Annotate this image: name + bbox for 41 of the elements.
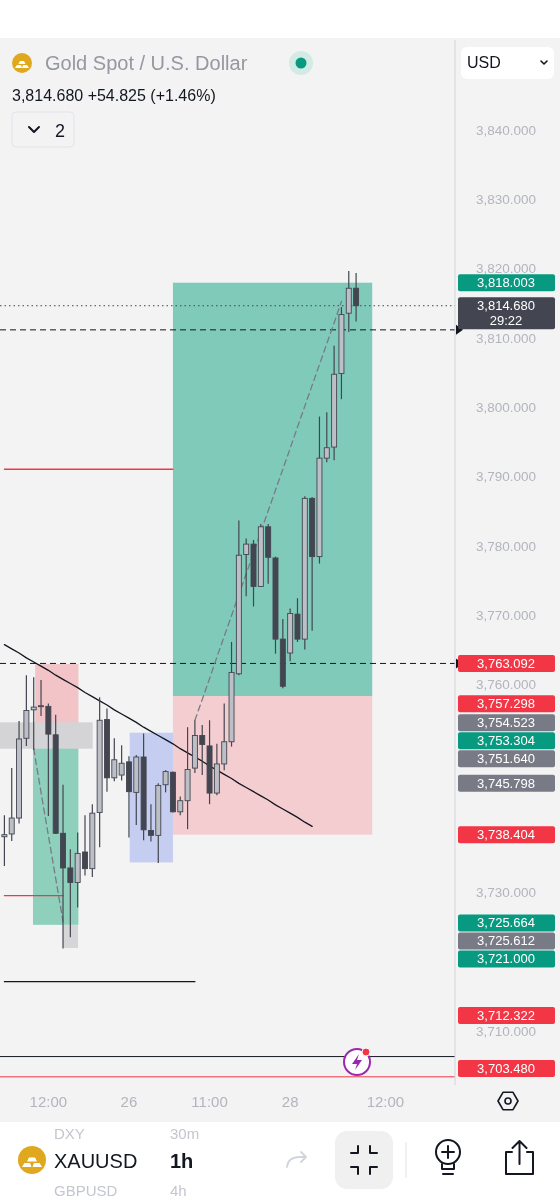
text: 3,751.640 xyxy=(477,751,535,767)
y-tick-label: 3,820.000 xyxy=(475,261,537,277)
text: 3,745.798 xyxy=(477,775,535,791)
x-tick-label: 12:00 xyxy=(29,1092,68,1110)
text: 30m xyxy=(170,1125,200,1142)
text: 3,757.298 xyxy=(477,696,535,712)
y-tick-label: 3,710.000 xyxy=(475,1024,537,1040)
y-tick-label: 3,830.000 xyxy=(475,191,537,207)
text: 1h xyxy=(170,1150,194,1172)
y-tick-label: 3,760.000 xyxy=(475,677,537,693)
text: 3,725.664 xyxy=(477,915,535,931)
text: GBPUSD xyxy=(54,1182,118,1199)
text: 3,738.404 xyxy=(477,827,535,843)
text: 3,725.612 xyxy=(477,933,535,949)
ref-line-label: 3,814.680 29:22 xyxy=(477,298,535,329)
text: 3,763.092 xyxy=(477,655,535,671)
y-tick-label: 3,800.000 xyxy=(475,400,537,416)
annotation: 2 xyxy=(55,121,66,141)
x-tick-label: 12:00 xyxy=(366,1092,405,1110)
x-tick-label: 11:00 xyxy=(191,1092,228,1110)
y-tick-label: 3,770.000 xyxy=(475,608,537,624)
text: XAUUSD xyxy=(54,1150,138,1172)
text: 3,818.003 xyxy=(477,275,535,291)
text: DXY xyxy=(54,1125,85,1142)
x-tick-label: 26 xyxy=(120,1092,138,1110)
text: 3,721.000 xyxy=(477,951,535,967)
y-tick-label: 3,840.000 xyxy=(475,122,537,138)
text: Gold Spot / U.S. Dollar xyxy=(45,52,248,74)
y-tick-label: 3,730.000 xyxy=(475,885,537,901)
ref-line-label: 3,703.480 xyxy=(477,1061,535,1076)
text: USD xyxy=(467,54,501,71)
text: 3,814.680 +54.825 (+1.46%) xyxy=(12,87,216,104)
text: 3,753.304 xyxy=(477,733,535,749)
text: 4h xyxy=(170,1182,187,1199)
y-tick-label: 3,810.000 xyxy=(475,330,537,346)
x-tick-label: 28 xyxy=(281,1092,299,1110)
y-tick-label: 3,790.000 xyxy=(475,469,537,485)
y-tick-label: 3,780.000 xyxy=(475,538,537,554)
line-series xyxy=(194,300,343,721)
text: 3,712.322 xyxy=(477,1008,535,1023)
text: 3,754.523 xyxy=(477,715,535,731)
